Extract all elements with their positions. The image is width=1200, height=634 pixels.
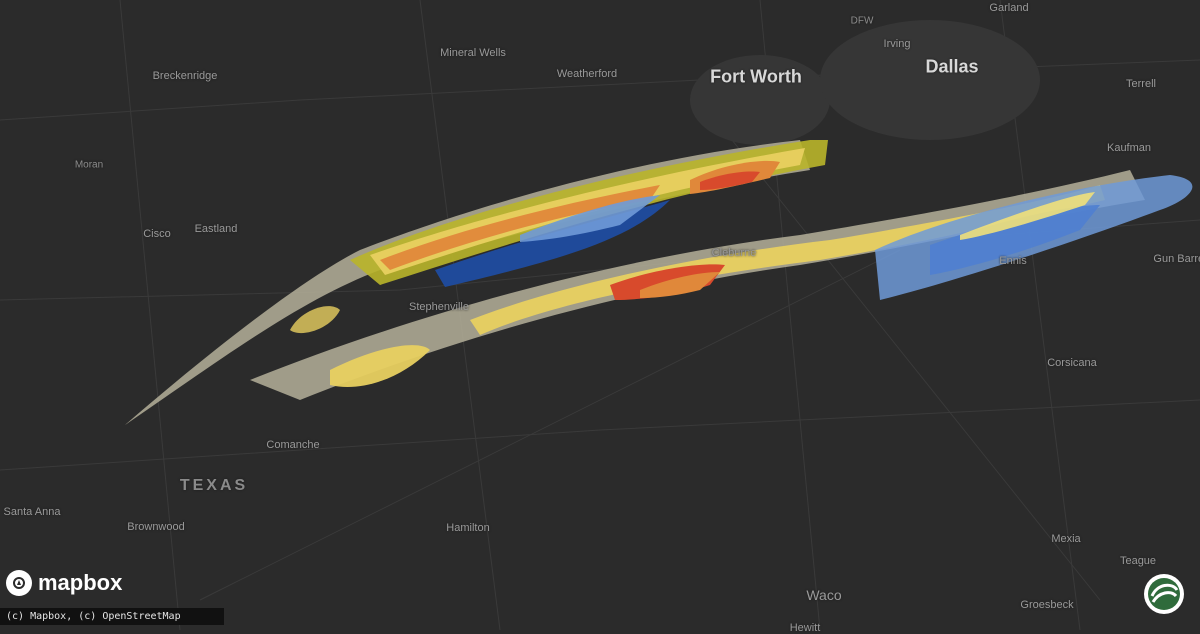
city-label-hewitt: Hewitt	[789, 622, 821, 634]
city-label-hamilton: Hamilton	[446, 522, 490, 534]
city-label-garland: Garland	[989, 2, 1029, 14]
city-label-terrell: Terrell	[1126, 78, 1156, 90]
city-label-santa-anna: Santa Anna	[3, 506, 61, 518]
mapbox-logo[interactable]: mapbox	[6, 570, 122, 596]
city-label-comanche: Comanche	[266, 439, 320, 451]
hail-swirl-icon[interactable]	[1142, 572, 1186, 616]
urban-area-dfw	[690, 20, 1040, 145]
city-label-ennis: Ennis	[999, 255, 1027, 267]
city-label-stephenville: Stephenville	[409, 301, 469, 313]
city-label-dfw: DFW	[850, 15, 874, 27]
storm-swath-north	[125, 140, 828, 425]
city-label-breckenridge: Breckenridge	[152, 70, 218, 82]
city-label-fort-worth: Fort Worth	[710, 66, 802, 87]
city-label-gun-barrel: Gun Barrel	[1153, 253, 1200, 265]
mapbox-logo-text: mapbox	[38, 570, 123, 595]
city-label-brownwood: Brownwood	[127, 521, 185, 533]
city-label-corsicana: Corsicana	[1047, 357, 1097, 369]
city-label-dallas: Dallas	[925, 56, 979, 77]
city-label-waco: Waco	[806, 587, 842, 603]
city-label-kaufman: Kaufman	[1106, 142, 1152, 154]
city-label-cisco: Cisco	[143, 228, 171, 240]
storm-swath-south	[250, 170, 1193, 400]
city-label-eastland: Eastland	[194, 223, 238, 235]
city-label-groesbeck: Groesbeck	[1020, 599, 1074, 611]
city-label-weatherford: Weatherford	[556, 68, 618, 80]
city-label-texas: TEXAS	[179, 477, 249, 494]
city-label-irving: Irving	[883, 38, 911, 50]
city-label-mineral-wells: Mineral Wells	[440, 47, 506, 59]
mapbox-mark-icon	[6, 570, 32, 596]
city-label-mexia: Mexia	[1051, 533, 1081, 545]
city-label-teague: Teague	[1119, 555, 1157, 567]
city-label-moran: Moran	[74, 159, 104, 171]
city-label-cleburne: Cleburne	[711, 247, 757, 259]
attribution[interactable]: (c) Mapbox, (c) OpenStreetMap	[0, 608, 224, 625]
